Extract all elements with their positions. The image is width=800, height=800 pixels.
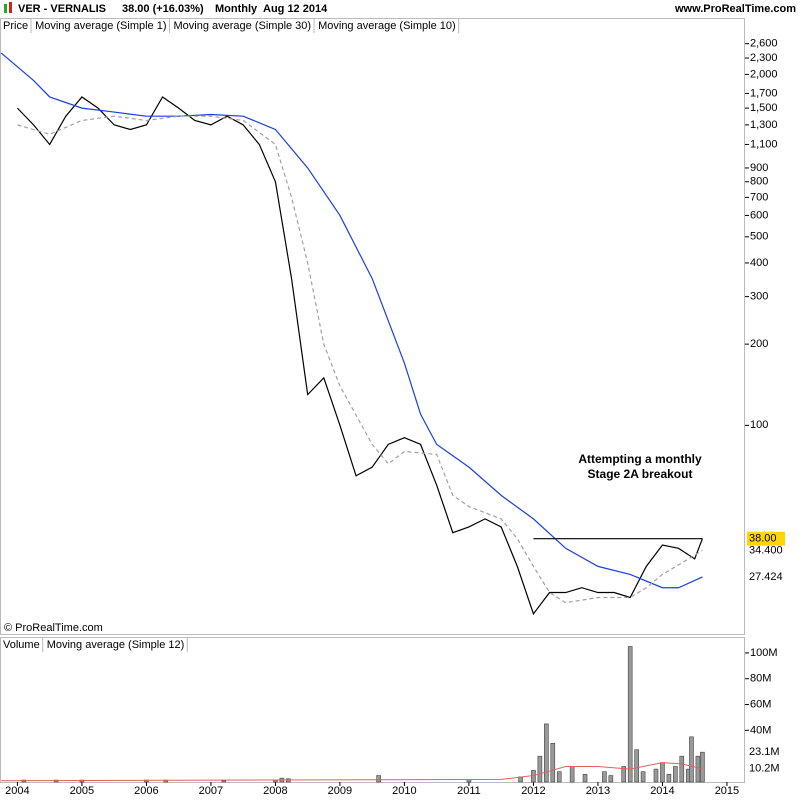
y-tick-label: 600: [750, 209, 768, 221]
y-tick-label: 500: [750, 231, 768, 243]
volume-bar: [602, 771, 607, 783]
series-line: [1, 762, 703, 782]
legend-entry: Moving average (Simple 12): [47, 639, 185, 651]
y-tick-label: 200: [750, 338, 768, 350]
y-tick-label: 1,300: [750, 119, 778, 131]
y-tick-label: 100M: [750, 647, 778, 659]
legend-entry: Price: [3, 20, 28, 32]
volume-bar: [544, 723, 549, 783]
last-value-label: 10.2M: [749, 763, 780, 775]
volume-bar: [653, 768, 659, 783]
volume-bar: [679, 755, 685, 783]
volume-bar: [660, 762, 665, 783]
y-tick-label: 100: [750, 419, 768, 431]
series-line: [17, 115, 703, 604]
volume-bar: [666, 773, 672, 783]
last-value-box: [747, 531, 785, 546]
y-tick-label: 40M: [750, 724, 771, 736]
x-tick-label: 2013: [586, 785, 610, 797]
legend-entry: Moving average (Simple 1): [35, 20, 166, 32]
x-tick-label: 2014: [650, 785, 674, 797]
y-tick-label: 80M: [750, 673, 771, 685]
y-tick-label: 2,600: [750, 38, 778, 50]
volume-bar: [537, 755, 543, 783]
x-tick-label: 2011: [457, 785, 481, 797]
logo: [4, 4, 7, 13]
volume-bar: [582, 773, 588, 783]
legend-entry: Volume: [3, 639, 40, 651]
volume-bar: [376, 775, 381, 783]
period: Monthly: [215, 3, 258, 15]
change: 38.00 (+16.03%): [122, 3, 204, 15]
y-tick-label: 1,500: [750, 102, 778, 114]
y-tick-label: 400: [750, 257, 768, 269]
series-line: [0, 52, 703, 589]
last-value-label: 27.424: [749, 571, 783, 583]
volume-panel: [0, 637, 745, 783]
volume-bar: [689, 736, 694, 783]
last-value-label: 23.1M: [749, 746, 780, 758]
volume-bar: [221, 780, 227, 783]
legend-entry: Moving average (Simple 30): [174, 20, 312, 32]
y-tick-label: 60M: [750, 698, 771, 710]
volume-bar: [700, 751, 705, 783]
date: Aug 12 2014: [263, 3, 328, 15]
y-tick-label: 300: [750, 291, 768, 303]
volume-bar: [673, 766, 678, 783]
price-panel: [0, 18, 745, 635]
last-value-label: 34.400: [749, 544, 783, 556]
volume-bar: [569, 766, 575, 783]
volume-bar: [608, 775, 614, 783]
x-tick-label: 2015: [715, 785, 739, 797]
y-tick-label: 900: [750, 162, 768, 174]
y-tick-label: 700: [750, 191, 768, 203]
symbol: VER - VERNALIS: [18, 3, 106, 15]
annotation: Stage 2A breakout: [588, 467, 693, 481]
volume-bar: [550, 742, 556, 783]
annotation: Attempting a monthly: [578, 452, 702, 466]
x-tick-label: 2006: [134, 785, 158, 797]
legend-entry: Moving average (Simple 10): [318, 20, 456, 32]
x-tick-label: 2012: [521, 785, 545, 797]
copyright: © ProRealTime.com: [4, 622, 103, 634]
x-tick-label: 2008: [263, 785, 287, 797]
y-tick-label: 2,000: [750, 68, 778, 80]
volume-bar: [695, 755, 701, 783]
volume-bar: [627, 646, 633, 783]
y-tick-label: 800: [750, 176, 768, 188]
x-tick-label: 2009: [328, 785, 352, 797]
last-value-label: 38.00: [749, 533, 777, 545]
y-tick-label: 1,700: [750, 87, 778, 99]
x-tick-label: 2010: [392, 785, 416, 797]
site: www.ProRealTime.com: [674, 3, 796, 15]
x-tick-label: 2004: [5, 785, 29, 797]
y-tick-label: 1,100: [750, 138, 778, 150]
series-line: [16, 96, 703, 616]
x-tick-label: 2005: [70, 785, 94, 797]
volume-bar: [640, 771, 646, 783]
y-tick-label: 2,300: [750, 52, 778, 64]
volume-bar: [634, 749, 639, 783]
logo: [9, 2, 12, 13]
volume-bar: [621, 766, 627, 783]
x-tick-label: 2007: [199, 785, 223, 797]
volume-bar: [556, 771, 562, 783]
